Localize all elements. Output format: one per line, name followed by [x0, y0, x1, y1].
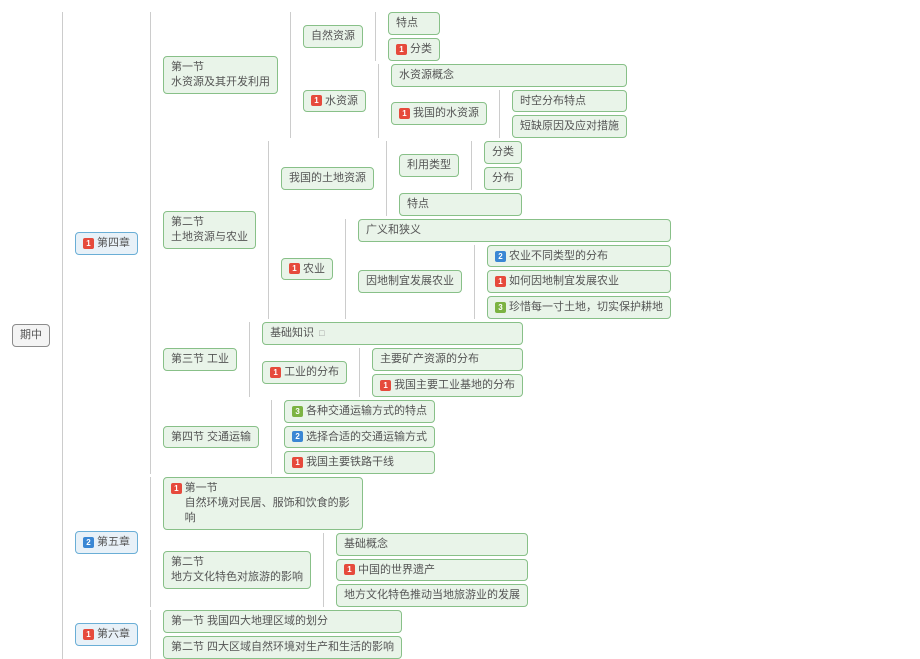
basic-knowledge[interactable]: 基础知识 □	[262, 322, 523, 345]
land-features[interactable]: 特点	[399, 193, 522, 216]
ch4-s3[interactable]: 第三节 工业	[163, 348, 237, 371]
badge-icon: 1	[83, 238, 94, 249]
ch6-s2[interactable]: 第二节 四大区域自然环境对生产和生活的影响	[163, 636, 402, 659]
ch5-s1[interactable]: 1 第一节 自然环境对民居、服饰和饮食的影响	[163, 477, 363, 530]
how-suitable-agri[interactable]: 1 如何因地制宜发展农业	[487, 270, 671, 293]
mineral-dist[interactable]: 主要矿产资源的分布	[372, 348, 523, 371]
ch6-s1[interactable]: 第一节 我国四大地理区域的划分	[163, 610, 402, 633]
agri-types-dist[interactable]: 2 农业不同类型的分布	[487, 245, 671, 268]
root-node[interactable]: 期中	[12, 324, 50, 347]
china-water[interactable]: 1 我国的水资源	[391, 102, 487, 125]
protect-land[interactable]: 3 珍惜每一寸土地，切实保护耕地	[487, 296, 671, 319]
choose-transport[interactable]: 2 选择合适的交通运输方式	[284, 426, 435, 449]
water-resources[interactable]: 1 水资源	[303, 90, 366, 113]
broad-narrow[interactable]: 广义和狭义	[358, 219, 671, 242]
ch4-s1[interactable]: 第一节 水资源及其开发利用	[163, 56, 278, 94]
ch5-s2[interactable]: 第二节 地方文化特色对旅游的影响	[163, 551, 311, 589]
basic-concept[interactable]: 基础概念	[336, 533, 528, 556]
chapter-5-label: 第五章	[97, 535, 130, 550]
distribution-features[interactable]: 时空分布特点	[512, 90, 627, 113]
features[interactable]: 特点	[388, 12, 440, 35]
water-concept[interactable]: 水资源概念	[391, 64, 627, 87]
china-land[interactable]: 我国的土地资源	[281, 167, 374, 190]
distribute[interactable]: 分布	[484, 167, 522, 190]
transport-features[interactable]: 3 各种交通运输方式的特点	[284, 400, 435, 423]
industry-dist[interactable]: 1 工业的分布	[262, 361, 347, 384]
suitable-agri[interactable]: 因地制宜发展农业	[358, 270, 462, 293]
ch4-s2[interactable]: 第二节 土地资源与农业	[163, 211, 256, 249]
shortage-reasons[interactable]: 短缺原因及应对措施	[512, 115, 627, 138]
ch4-s4[interactable]: 第四节 交通运输	[163, 426, 259, 449]
mindmap-root-container: 期中 1 第四章 第一节 水资源及其开发利用	[12, 12, 908, 659]
agriculture[interactable]: 1 农业	[281, 258, 333, 281]
chapter-4[interactable]: 1 第四章	[75, 232, 138, 255]
chapter-5[interactable]: 2 第五章	[75, 531, 138, 554]
root-children: 1 第四章 第一节 水资源及其开发利用	[62, 12, 671, 659]
natural-resources[interactable]: 自然资源	[303, 25, 363, 48]
industry-base-dist[interactable]: 1 我国主要工业基地的分布	[372, 374, 523, 397]
china-heritage[interactable]: 1 中国的世界遗产	[336, 559, 528, 582]
usage-types[interactable]: 利用类型	[399, 154, 459, 177]
local-culture-tourism[interactable]: 地方文化特色推动当地旅游业的发展	[336, 584, 528, 607]
railway-lines[interactable]: 1 我国主要铁路干线	[284, 451, 435, 474]
classification[interactable]: 1 分类	[388, 38, 440, 61]
chapter-4-label: 第四章	[97, 236, 130, 251]
note-icon: □	[319, 327, 324, 339]
classify[interactable]: 分类	[484, 141, 522, 164]
chapter-6-label: 第六章	[97, 627, 130, 642]
chapter-6[interactable]: 1 第六章	[75, 623, 138, 646]
